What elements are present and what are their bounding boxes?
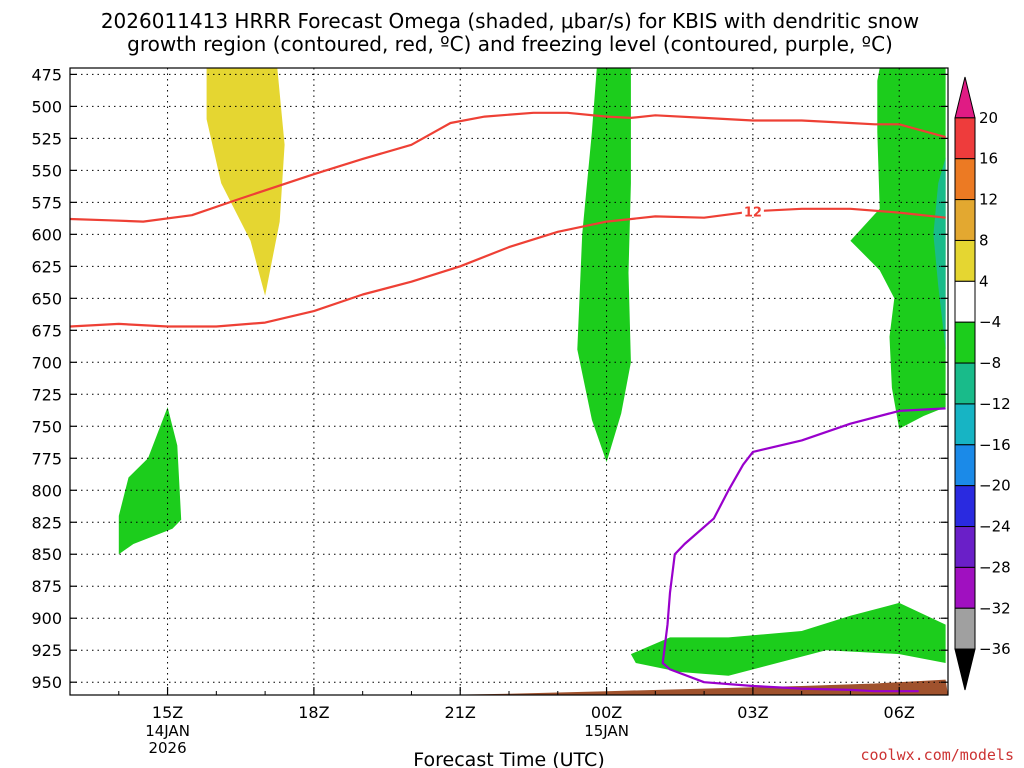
colorbar-band <box>954 321 976 364</box>
y-tick-label-575: 575 <box>31 193 62 212</box>
colorbar-band <box>954 117 976 160</box>
shaded-omega-layer <box>118 68 946 676</box>
y-tick-label-950: 950 <box>31 673 62 692</box>
colorbar-band <box>954 607 976 650</box>
colorbar-band <box>954 403 976 446</box>
x-tick-label-03Z: 03Z <box>737 703 768 722</box>
x-tick-label-21Z: 21Z <box>445 703 476 722</box>
colorbar-band <box>954 485 976 528</box>
terrain-ground <box>70 679 948 695</box>
colorbar-label: 16 <box>979 150 998 168</box>
colorbar-label: −28 <box>979 558 1011 576</box>
shaded-region-upward-motion-15z <box>118 407 182 555</box>
colorbar-band <box>954 444 976 487</box>
y-tick-label-900: 900 <box>31 609 62 628</box>
colorbar-label: −8 <box>979 354 1001 372</box>
colorbar-band <box>954 239 976 282</box>
colorbar-band <box>954 526 976 568</box>
grid-layer <box>70 68 948 695</box>
y-tick-label-925: 925 <box>31 641 62 660</box>
shaded-region-low-level-upward-band <box>630 602 946 676</box>
credit-text: coolwx.com/models <box>860 746 1014 764</box>
y-tick-label-875: 875 <box>31 577 62 596</box>
colorbar-label: −36 <box>979 640 1011 658</box>
y-tick-label-850: 850 <box>31 545 62 564</box>
y-tick-label-825: 825 <box>31 513 62 532</box>
shaded-region-stronger-upward-06z <box>933 157 946 350</box>
colorbar-label: −16 <box>979 436 1011 454</box>
x-tick-date-00Z: 15JAN <box>584 722 629 740</box>
shaded-region-upward-motion-06z <box>850 68 946 429</box>
colorbar-band <box>954 362 976 405</box>
y-tick-label-525: 525 <box>31 129 62 148</box>
colorbar-band-top-arrow <box>954 76 976 119</box>
y-tick-label-700: 700 <box>31 353 62 372</box>
colorbar-band <box>954 280 976 323</box>
x-tick-label-00Z: 00Z <box>591 703 622 722</box>
contour-label-bg <box>741 203 764 218</box>
plot-frame <box>69 67 949 696</box>
chart-title-line-1: 2026011413 HRRR Forecast Omega (shaded, … <box>101 9 919 33</box>
colorbar-label: −4 <box>979 313 1001 331</box>
y-tick-label-725: 725 <box>31 385 62 404</box>
colorbar-band <box>954 158 976 201</box>
contour-dgz-upper <box>70 111 946 223</box>
colorbar-label: −20 <box>979 477 1011 495</box>
x-tick-label-06Z: 06Z <box>884 703 915 722</box>
contour-freezing-level <box>661 407 946 693</box>
y-axis: 475 500 525 550 575 600 625 650 675 700 725 750 775 8… <box>31 65 948 692</box>
y-tick-label-675: 675 <box>31 321 62 340</box>
contour-dgz-lower <box>70 207 946 328</box>
colorbar: 20 16 12 8 4 −4 −8 −12 −16 −20 −24 −28 −32 −36 <box>954 76 1011 691</box>
colorbar-label: 8 <box>979 231 989 249</box>
colorbar-label: 12 <box>979 191 998 209</box>
colorbar-label: −12 <box>979 395 1011 413</box>
colorbar-band <box>954 199 976 241</box>
y-tick-label-625: 625 <box>31 257 62 276</box>
y-tick-label-650: 650 <box>31 289 62 308</box>
x-tick-label-15Z: 15Z <box>152 703 183 722</box>
chart-title-line-2: growth region (contoured, red, ºC) and f… <box>127 32 893 56</box>
colorbar-band <box>954 566 976 609</box>
y-tick-label-775: 775 <box>31 449 62 468</box>
terrain-layer <box>70 679 948 695</box>
y-tick-label-600: 600 <box>31 225 62 244</box>
y-tick-label-800: 800 <box>31 481 62 500</box>
x-tick-date-15Z: 14JAN <box>145 722 190 740</box>
colorbar-band-bottom-arrow <box>954 648 976 691</box>
colorbar-label: −32 <box>979 599 1011 617</box>
x-axis-title: Forecast Time (UTC) <box>413 749 604 768</box>
y-tick-label-500: 500 <box>31 97 62 116</box>
y-tick-label-475: 475 <box>31 65 62 84</box>
contour-layer: 12 <box>70 111 946 693</box>
colorbar-label: 4 <box>979 272 989 290</box>
contour-label-dgz-lower: 12 <box>744 205 762 220</box>
shaded-region-upward-motion-00z <box>577 68 631 463</box>
y-tick-label-550: 550 <box>31 161 62 180</box>
colorbar-label: 20 <box>979 109 998 127</box>
y-tick-label-750: 750 <box>31 417 62 436</box>
x-tick-label-18Z: 18Z <box>298 703 329 722</box>
colorbar-label: −24 <box>979 518 1011 536</box>
shaded-region-sinking-motion-17z <box>206 68 285 296</box>
x-tick-year-15Z: 2026 <box>148 739 186 757</box>
